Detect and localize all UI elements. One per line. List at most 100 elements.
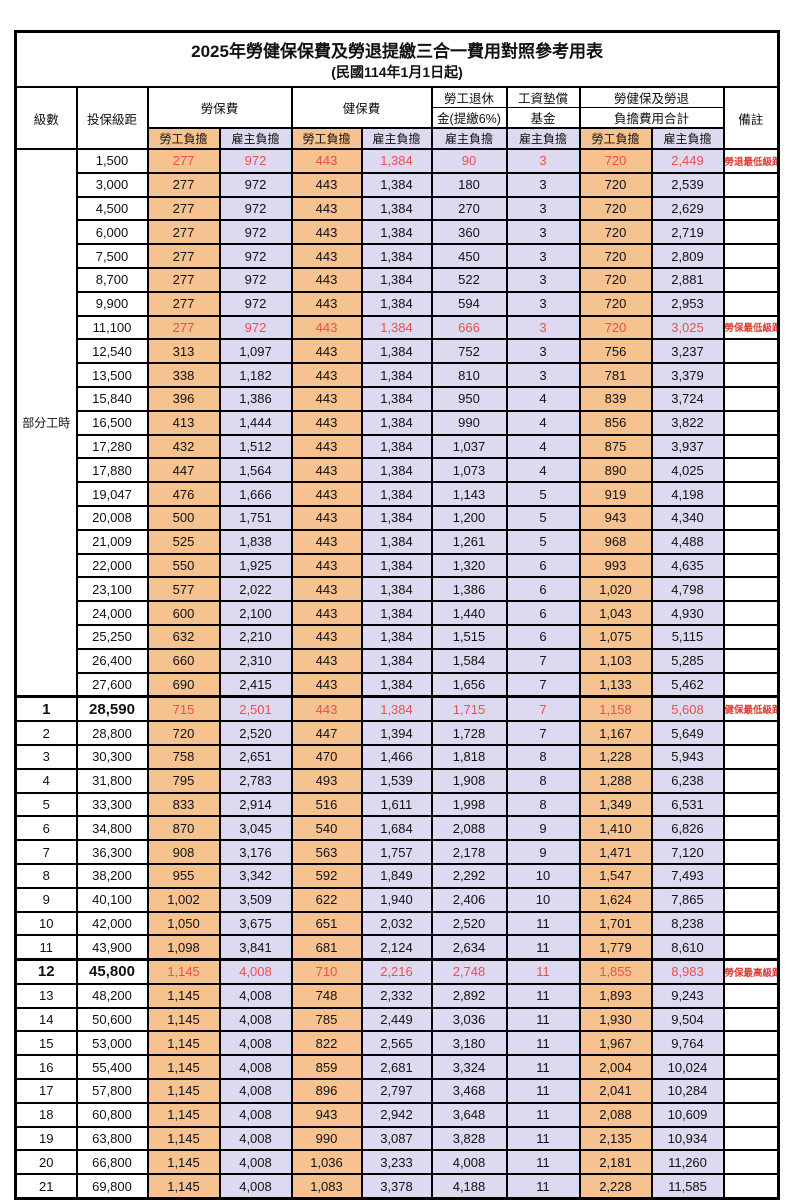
- cell-labor-employer: 1,666: [218, 481, 293, 507]
- cell-labor-employer: 2,651: [218, 743, 293, 770]
- cell-total-employee: 2,181: [578, 1149, 653, 1176]
- col-header-pension-line1: 勞工退休: [430, 86, 508, 108]
- cell-labor-employee: 632: [146, 623, 221, 650]
- cell-health-employee: 896: [290, 1078, 363, 1104]
- cell-pension-employer: 2,088: [430, 815, 508, 842]
- page-subtitle: (民國114年1月1日起): [331, 64, 463, 81]
- cell-pension-employer: 1,261: [430, 528, 508, 555]
- cell-health-employee: 443: [290, 576, 363, 603]
- cell-labor-employer: 2,310: [218, 647, 293, 674]
- cell-bracket: 28,800: [75, 720, 149, 746]
- cell-labor-employee: 1,050: [146, 910, 221, 937]
- header-row-2: 金(提繳6%) 基金 負擔費用合計: [16, 107, 779, 129]
- cell-note: [722, 767, 780, 794]
- part-time-label: 部分工時: [14, 148, 78, 698]
- table-row: 7,500 277 972 443 1,384 450 3 720 2,809: [16, 243, 780, 269]
- cell-bracket: 22,000: [75, 552, 149, 579]
- cell-pension-employer: 1,440: [430, 600, 508, 626]
- cell-health-employer: 2,216: [360, 958, 433, 985]
- cell-total-employer: 3,379: [650, 362, 725, 388]
- cell-labor-employer: 972: [218, 290, 293, 317]
- cell-wagefund-employer: 11: [505, 910, 581, 937]
- cell-bracket: 1,500: [75, 148, 149, 174]
- cell-total-employer: 3,025: [650, 314, 725, 341]
- cell-total-employee: 1,133: [578, 671, 653, 698]
- cell-pension-employer: 3,180: [430, 1030, 508, 1057]
- cell-health-employee: 443: [290, 171, 363, 198]
- cell-pension-employer: 1,073: [430, 457, 508, 484]
- cell-total-employee: 1,930: [578, 1006, 653, 1033]
- cell-labor-employer: 4,008: [218, 1006, 293, 1033]
- cell-bracket: 30,300: [75, 743, 149, 770]
- cell-total-employer: 5,285: [650, 647, 725, 674]
- cell-health-employer: 1,611: [360, 791, 433, 818]
- cell-labor-employer: 1,925: [218, 552, 293, 579]
- cell-labor-employer: 4,008: [218, 1078, 293, 1104]
- cell-note: [722, 671, 780, 698]
- cell-level: 8: [14, 862, 78, 889]
- cell-wagefund-employer: 6: [505, 623, 581, 650]
- cell-wagefund-employer: 7: [505, 647, 581, 674]
- col-header-labor-insurance: 勞保費: [146, 86, 293, 129]
- cell-pension-employer: 810: [430, 362, 508, 388]
- table-body: 部分工時 1,500 277 972 443 1,384 90 3 720 2,449 勞退最低級距…: [14, 148, 780, 1200]
- cell-wagefund-employer: 3: [505, 338, 581, 365]
- cell-labor-employer: 972: [218, 171, 293, 198]
- cell-total-employer: 2,953: [650, 290, 725, 317]
- table-row: 16,500 413 1,444 443 1,384 990 4 856 3,822: [16, 409, 780, 436]
- cell-bracket: 21,009: [75, 528, 149, 555]
- subheader-pension-employer: 雇主負擔: [430, 127, 508, 150]
- cell-health-employee: 443: [290, 314, 363, 341]
- header-row-3: 勞工負擔 雇主負擔 勞工負擔 雇主負擔 雇主負擔 雇主負擔 勞工負擔 雇主負擔: [16, 127, 779, 150]
- cell-wagefund-employer: 7: [505, 671, 581, 698]
- cell-health-employer: 1,384: [360, 338, 433, 365]
- cell-total-employee: 2,041: [578, 1078, 653, 1104]
- cell-health-employee: 443: [290, 362, 363, 388]
- cell-health-employee: 443: [290, 695, 363, 723]
- cell-labor-employer: 972: [218, 266, 293, 293]
- cell-health-employer: 1,384: [360, 528, 433, 555]
- cell-pension-employer: 752: [430, 338, 508, 365]
- cell-note: [722, 552, 780, 579]
- cell-bracket: 6,000: [75, 219, 149, 246]
- table-row: 11,100 277 972 443 1,384 666 3 720 3,025 勞保最低級距: [16, 314, 780, 341]
- cell-level: 2: [14, 720, 78, 746]
- cell-total-employee: 2,228: [578, 1173, 653, 1200]
- table-row: 15,840 396 1,386 443 1,384 950 4 839 3,724: [16, 385, 780, 412]
- table-row: 26,400 660 2,310 443 1,384 1,584 7 1,103 5,285: [16, 647, 780, 674]
- cell-bracket: 4,500: [75, 195, 149, 222]
- cell-total-employee: 875: [578, 433, 653, 460]
- cell-total-employer: 5,608: [650, 695, 725, 723]
- subheader-health-employer: 雇主負擔: [360, 127, 433, 150]
- cell-level: 20: [14, 1149, 78, 1176]
- cell-total-employee: 1,410: [578, 815, 653, 842]
- cell-health-employee: 443: [290, 504, 363, 531]
- page-title: 2025年勞健保保費及勞退提繳三合一費用對照參考用表: [191, 42, 603, 62]
- cell-pension-employer: 90: [430, 148, 508, 174]
- cell-note: [722, 409, 780, 436]
- table-row: 17 57,800 1,145 4,008 896 2,797 3,468 11 2,041 10…: [14, 1078, 780, 1104]
- cell-health-employee: 443: [290, 600, 363, 626]
- cell-level: 12: [14, 958, 78, 985]
- cell-health-employer: 2,681: [360, 1054, 433, 1081]
- cell-health-employee: 1,036: [290, 1149, 363, 1176]
- cell-note: [722, 1006, 780, 1033]
- subheader-total-employer: 雇主負擔: [650, 127, 725, 150]
- table-row: 21,009 525 1,838 443 1,384 1,261 5 968 4,488: [16, 528, 780, 555]
- cell-labor-employer: 1,512: [218, 433, 293, 460]
- cell-health-employee: 443: [290, 433, 363, 460]
- table-row: 24,000 600 2,100 443 1,384 1,440 6 1,043 4,930: [16, 600, 780, 626]
- cell-wagefund-employer: 3: [505, 290, 581, 317]
- cell-wagefund-employer: 4: [505, 433, 581, 460]
- cell-health-employer: 2,942: [360, 1101, 433, 1128]
- cell-pension-employer: 522: [430, 266, 508, 293]
- cell-health-employer: 2,797: [360, 1078, 433, 1104]
- cell-health-employee: 1,083: [290, 1173, 363, 1200]
- cell-pension-employer: 1,818: [430, 743, 508, 770]
- cell-note: [722, 195, 780, 222]
- cell-labor-employee: 908: [146, 839, 221, 865]
- cell-note: [722, 576, 780, 603]
- col-header-total-line1: 勞健保及勞退: [578, 86, 725, 108]
- cell-health-employee: 943: [290, 1101, 363, 1128]
- cell-pension-employer: 2,520: [430, 910, 508, 937]
